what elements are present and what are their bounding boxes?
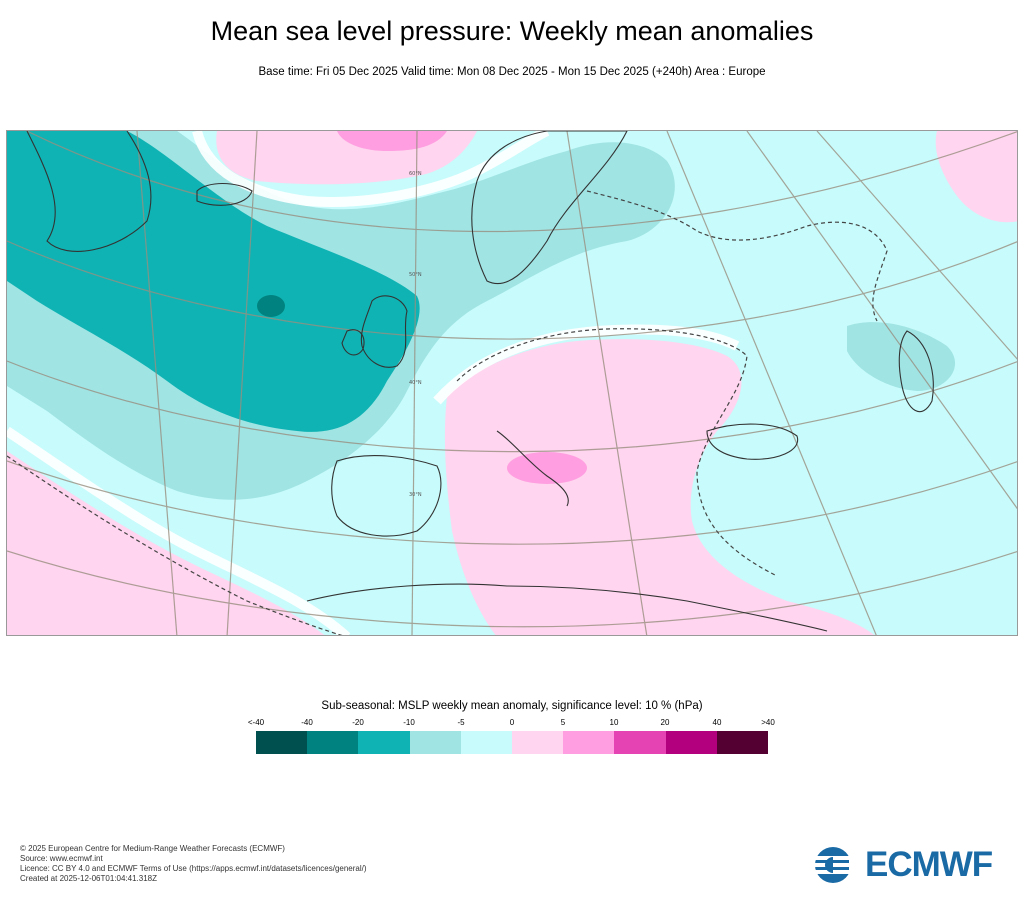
lat-label-40: 40°N [409,380,422,386]
anomaly-high-center [507,452,587,484]
page-subtitle: Base time: Fri 05 Dec 2025 Valid time: M… [258,66,766,78]
legend-swatch-6 [563,731,615,754]
legend-color-bar [256,731,769,754]
legend-swatch-1 [307,731,359,754]
coast-ireland [341,329,365,356]
legend-tick: <-40 [247,718,265,727]
legend-swatch-4 [460,731,513,754]
anomaly-region-positive-light-southwest [7,451,325,635]
anomaly-map: 60°N 50°N 40°N 30°N [6,130,1018,636]
graticule [7,131,1017,635]
anomaly-region-negative-strong [7,131,420,432]
legend-tick: 5 [560,718,566,727]
footer-copyright: © 2025 European Centre for Medium-Range … [20,844,285,853]
coast-black-sea [706,423,799,460]
coast-italy [496,430,569,507]
legend-tick: -40 [301,718,313,727]
legend-swatch-2 [358,731,410,754]
footer-source: Source: www.ecmwf.int [20,854,103,863]
legend-tick: -10 [403,718,415,727]
legend-tick: >40 [761,718,775,727]
footer-credits: © 2025 European Centre for Medium-Range … [20,844,367,884]
coast-north-africa [306,583,828,632]
legend-tick: -5 [457,718,465,727]
lat-label-30: 30°N [409,492,422,498]
anomaly-low-center [257,295,285,317]
coast-iceland [196,182,253,206]
map-graphic: 60°N 50°N 40°N 30°N [7,131,1017,635]
legend-tick: 0 [509,718,515,727]
legend-tick: 20 [660,718,670,727]
ecmwf-logo: ECMWF [813,845,1013,885]
ecmwf-logo-icon [813,847,861,883]
coast-iberia [331,455,442,537]
legend-tick: -20 [352,718,364,727]
page-title: Mean sea level pressure: Weekly mean ano… [210,16,814,46]
footer-licence: Licence: CC BY 4.0 and ECMWF Terms of Us… [20,864,367,873]
legend-swatch-3 [409,731,461,754]
coast-caspian [898,330,934,413]
significance-contours [7,190,888,635]
legend-swatch-5 [512,731,564,754]
coast-scandinavia [471,131,628,285]
ecmwf-logo-text: ECMWF [865,845,993,884]
zero-band-central [433,324,740,405]
lat-label-50: 50°N [409,272,422,278]
zero-band-north [192,131,550,207]
legend-tick-labels: <-40 -40 -20 -10 -5 0 5 10 20 40 >40 [231,718,793,730]
anomaly-region-positive-light-east [935,131,1017,223]
legend-swatch-8 [665,731,717,754]
footer-created: Created at 2025-12-06T01:04:41.318Z [20,874,157,883]
zero-band-southwest [7,426,351,635]
legend-tick: 10 [609,718,619,727]
legend-swatch-7 [614,731,666,754]
anomaly-region-positive-mid-north [337,131,447,151]
coast-greenland [26,131,152,252]
lat-label-60: 60°N [409,171,422,177]
legend-swatch-9 [716,731,769,754]
legend-tick: 40 [712,718,722,727]
anomaly-region-positive-light [444,339,875,635]
legend-swatch-0 [256,731,308,754]
anomaly-region-negative-light-mid [847,322,956,391]
legend-title: Sub-seasonal: MSLP weekly mean anomaly, … [321,700,703,712]
coastlines [26,131,934,632]
